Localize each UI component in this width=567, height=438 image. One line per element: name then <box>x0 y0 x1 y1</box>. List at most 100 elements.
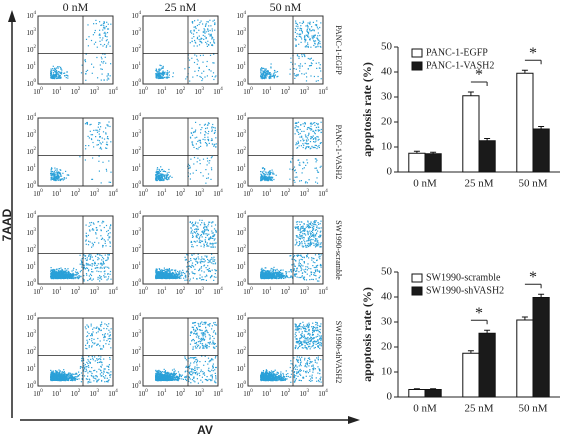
event-dot <box>59 172 61 174</box>
event-dot <box>54 269 56 271</box>
event-dot <box>295 22 297 24</box>
event-dot <box>304 35 306 37</box>
event-dot <box>55 175 57 177</box>
tick-label: 103 <box>195 287 205 295</box>
event-dot <box>165 76 167 78</box>
event-dot <box>199 239 201 241</box>
event-dot <box>266 271 268 273</box>
event-dot <box>196 234 198 236</box>
event-dot <box>105 259 107 262</box>
event-dot <box>79 156 81 158</box>
event-dot <box>315 229 317 231</box>
event-dot <box>62 277 64 279</box>
event-dot <box>298 164 300 166</box>
event-dot <box>198 269 200 272</box>
event-dot <box>182 272 184 274</box>
event-dot <box>203 222 205 224</box>
event-dot <box>159 75 161 77</box>
event-dot <box>107 229 109 232</box>
event-dot <box>320 230 322 232</box>
event-dot <box>204 239 206 241</box>
event-dot <box>55 76 57 78</box>
event-dot <box>175 269 177 271</box>
event-dot <box>214 262 217 264</box>
event-dot <box>100 24 102 26</box>
event-dot <box>161 272 163 274</box>
event-dot <box>104 254 106 256</box>
event-dot <box>199 40 201 42</box>
event-dot <box>213 62 215 64</box>
tick-label: 100 <box>132 181 142 189</box>
event-dot <box>315 167 317 169</box>
event-dot <box>318 39 320 41</box>
event-dot <box>162 274 164 276</box>
tick-label: 103 <box>132 28 142 36</box>
event-dot <box>206 245 208 247</box>
tick-base: 10 <box>132 63 140 71</box>
event-dot <box>53 72 55 74</box>
event-dot <box>100 266 102 268</box>
event-dot <box>211 221 213 223</box>
event-dot <box>311 235 313 237</box>
event-dot <box>309 65 311 67</box>
event-dot <box>261 276 263 278</box>
event-dot <box>91 134 94 136</box>
tick-base: 10 <box>132 263 140 271</box>
event-dot <box>310 147 312 149</box>
event-dot <box>269 72 271 74</box>
tick-base: 10 <box>132 29 140 37</box>
event-dot <box>214 246 216 248</box>
event-dot <box>53 173 55 175</box>
event-dot <box>267 277 269 279</box>
event-dot <box>53 175 55 177</box>
event-dot <box>157 173 159 175</box>
event-dot <box>307 231 309 233</box>
event-dot <box>300 124 302 126</box>
event-dot <box>105 46 107 48</box>
event-dot <box>310 57 312 59</box>
event-dot <box>295 243 298 245</box>
row-label: PANC-1-VASH2 <box>334 125 343 180</box>
event-dot <box>209 277 212 279</box>
event-dot <box>191 236 194 238</box>
event-dot <box>174 276 176 278</box>
event-dot <box>155 178 157 180</box>
event-dot <box>55 69 57 71</box>
event-dot <box>266 270 268 272</box>
event-dot <box>189 278 191 280</box>
tick-exp: 1 <box>139 262 142 267</box>
tick-base: 10 <box>195 88 203 96</box>
event-dot <box>67 271 69 273</box>
event-dot <box>301 136 303 138</box>
event-dot <box>97 259 99 261</box>
event-dot <box>315 240 317 242</box>
event-dot <box>78 275 80 277</box>
event-dot <box>192 246 194 248</box>
tick-exp: 3 <box>97 287 100 292</box>
event-dot <box>261 77 264 79</box>
event-dot <box>304 182 307 184</box>
event-dot <box>161 271 163 273</box>
event-dot <box>97 144 99 146</box>
event-dot <box>269 179 271 181</box>
event-dot <box>108 121 110 123</box>
tick-base: 10 <box>281 288 289 296</box>
event-dot <box>86 274 88 276</box>
tick-base: 10 <box>237 229 245 237</box>
event-dot <box>163 276 165 278</box>
event-dot <box>290 255 292 257</box>
event-dot <box>301 268 303 270</box>
event-dot <box>104 35 106 37</box>
tick-label: 100 <box>243 87 253 95</box>
event-dot <box>156 274 158 276</box>
event-dot <box>285 275 287 277</box>
event-dot <box>211 253 213 255</box>
event-dot <box>300 258 302 260</box>
event-dot <box>314 24 317 26</box>
tick-base: 10 <box>27 46 35 54</box>
event-dot <box>55 73 57 75</box>
event-dot <box>200 266 203 268</box>
event-dot <box>295 122 297 124</box>
event-dot <box>167 269 169 271</box>
event-dot <box>317 39 319 41</box>
